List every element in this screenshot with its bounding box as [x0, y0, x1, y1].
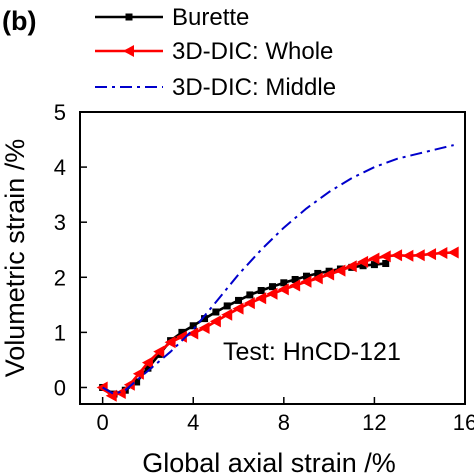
data-point: [345, 260, 357, 273]
data-point: [269, 283, 276, 291]
legend-label: Burette: [172, 4, 249, 31]
data-point: [323, 268, 335, 281]
data-point: [243, 297, 255, 310]
y-tick-label: 3: [54, 210, 66, 235]
data-point: [153, 345, 165, 358]
series-line: [101, 251, 454, 398]
data-point: [246, 291, 254, 299]
data-point: [325, 267, 333, 275]
data-point: [132, 367, 144, 380]
legend-marker: [123, 45, 134, 57]
legend-label: 3D-DIC: Whole: [172, 38, 333, 65]
data-point: [302, 272, 310, 280]
y-tick-label: 0: [54, 375, 66, 400]
data-point: [255, 292, 267, 305]
data-point: [133, 378, 141, 386]
data-point: [105, 389, 117, 402]
x-tick-label: 4: [187, 410, 199, 435]
legend-item: 3D-DIC: Whole: [95, 38, 333, 65]
data-point: [189, 322, 197, 330]
data-point: [357, 255, 369, 268]
data-point: [311, 272, 323, 285]
data-point: [413, 249, 425, 262]
data-point: [235, 296, 243, 304]
data-point: [223, 302, 231, 310]
plot-series: [96, 144, 459, 402]
data-point: [96, 381, 108, 394]
data-point: [425, 248, 437, 261]
y-tick-label: 2: [54, 265, 66, 290]
data-point: [402, 249, 414, 262]
data-point: [144, 364, 152, 372]
x-tick-label: 0: [97, 410, 109, 435]
y-axis: 0 1 2 3 4 5: [54, 100, 87, 400]
legend-item: 3D-DIC: Middle: [95, 74, 336, 101]
legend: Burette 3D-DIC: Whole 3D-DIC: Middle: [95, 4, 336, 101]
legend-label: 3D-DIC: Middle: [172, 74, 336, 101]
data-point: [232, 302, 244, 315]
x-tick-label: 16: [453, 410, 474, 435]
panel-label: (b): [2, 6, 36, 36]
x-axis-title: Global axial strain /%: [142, 448, 396, 474]
x-tick-label: 12: [362, 410, 386, 435]
data-point: [379, 250, 391, 263]
data-point: [201, 315, 209, 323]
data-point: [436, 247, 448, 260]
data-point: [178, 328, 186, 336]
series-line: [102, 144, 454, 396]
data-point: [221, 308, 233, 321]
data-point: [164, 336, 176, 349]
data-point: [382, 260, 390, 268]
series-3d-dic-middle: [102, 144, 454, 396]
data-point: [141, 356, 153, 369]
data-point: [212, 308, 220, 316]
data-point: [266, 287, 278, 300]
plot-frame: [79, 111, 466, 405]
data-point: [370, 261, 378, 269]
y-axis-title: Volumetric strain /%: [0, 139, 30, 378]
data-point: [209, 315, 221, 328]
data-point: [289, 279, 301, 292]
y-tick-label: 1: [54, 320, 66, 345]
series-3d-dic-whole: [96, 246, 459, 402]
data-point: [391, 249, 403, 262]
data-point: [123, 378, 135, 391]
y-tick-label: 4: [54, 155, 66, 180]
legend-marker: [125, 13, 133, 21]
x-tick-label: 8: [278, 410, 290, 435]
legend-item: Burette: [95, 4, 249, 31]
data-point: [447, 246, 459, 259]
data-point: [280, 279, 288, 287]
data-point: [359, 262, 367, 270]
data-point: [300, 275, 312, 288]
data-point: [291, 275, 299, 283]
data-point: [198, 321, 210, 334]
y-tick-label: 5: [54, 100, 66, 125]
data-point: [257, 287, 265, 295]
x-axis: 0 4 8 12 16: [97, 397, 474, 435]
test-annotation: Test: HnCD-121: [223, 338, 401, 366]
data-point: [314, 269, 322, 277]
data-point: [187, 327, 199, 340]
data-point: [277, 283, 289, 296]
data-point: [334, 264, 346, 277]
data-point: [368, 252, 380, 265]
